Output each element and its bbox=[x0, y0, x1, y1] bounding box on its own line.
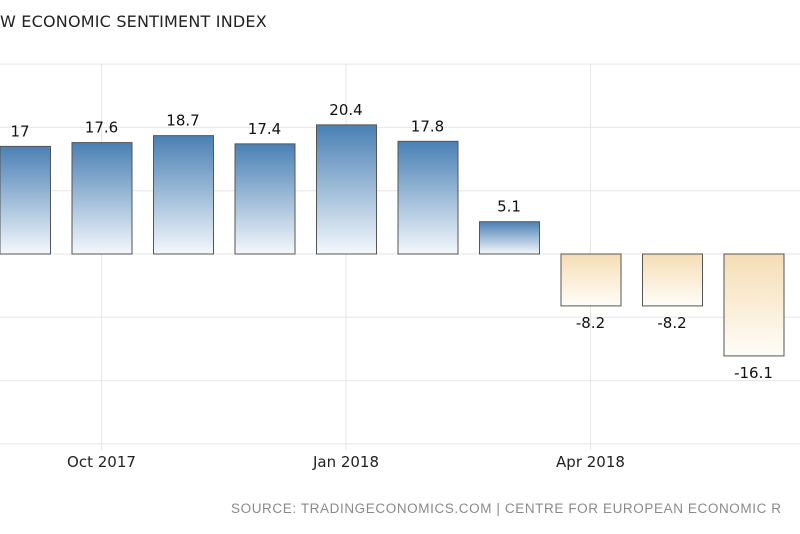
data-label: -16.1 bbox=[734, 364, 773, 382]
source-credit: SOURCE: TRADINGECONOMICS.COM | CENTRE FO… bbox=[231, 501, 782, 516]
x-tick-label: Apr 2018 bbox=[556, 453, 625, 471]
bar-nov-2017 bbox=[153, 135, 214, 255]
chart-title: W ECONOMIC SENTIMENT INDEX bbox=[0, 12, 267, 31]
data-label: -8.2 bbox=[576, 314, 605, 332]
bar-dec-2017 bbox=[234, 143, 296, 255]
x-tick-label: Oct 2017 bbox=[67, 453, 136, 471]
data-label: -8.2 bbox=[657, 314, 686, 332]
bar-oct-2017 bbox=[71, 142, 133, 255]
bar-jan-2018 bbox=[316, 124, 377, 255]
bar-feb-2018 bbox=[397, 140, 459, 255]
bar-mar-2018 bbox=[479, 221, 540, 255]
x-tick-label: Jan 2018 bbox=[312, 453, 379, 471]
bar-may-2018 bbox=[642, 253, 703, 307]
data-label: 5.1 bbox=[497, 198, 521, 216]
data-label: 18.7 bbox=[166, 112, 199, 130]
data-label: 17.8 bbox=[411, 117, 444, 135]
bar-apr-2018 bbox=[560, 253, 622, 307]
bar-sep-2017 bbox=[0, 145, 51, 255]
data-label: 20.4 bbox=[329, 101, 362, 119]
bar-jun-2018 bbox=[723, 253, 785, 357]
data-label: 17 bbox=[10, 122, 29, 140]
data-label: 17.6 bbox=[85, 119, 118, 137]
data-label: 17.4 bbox=[248, 120, 281, 138]
